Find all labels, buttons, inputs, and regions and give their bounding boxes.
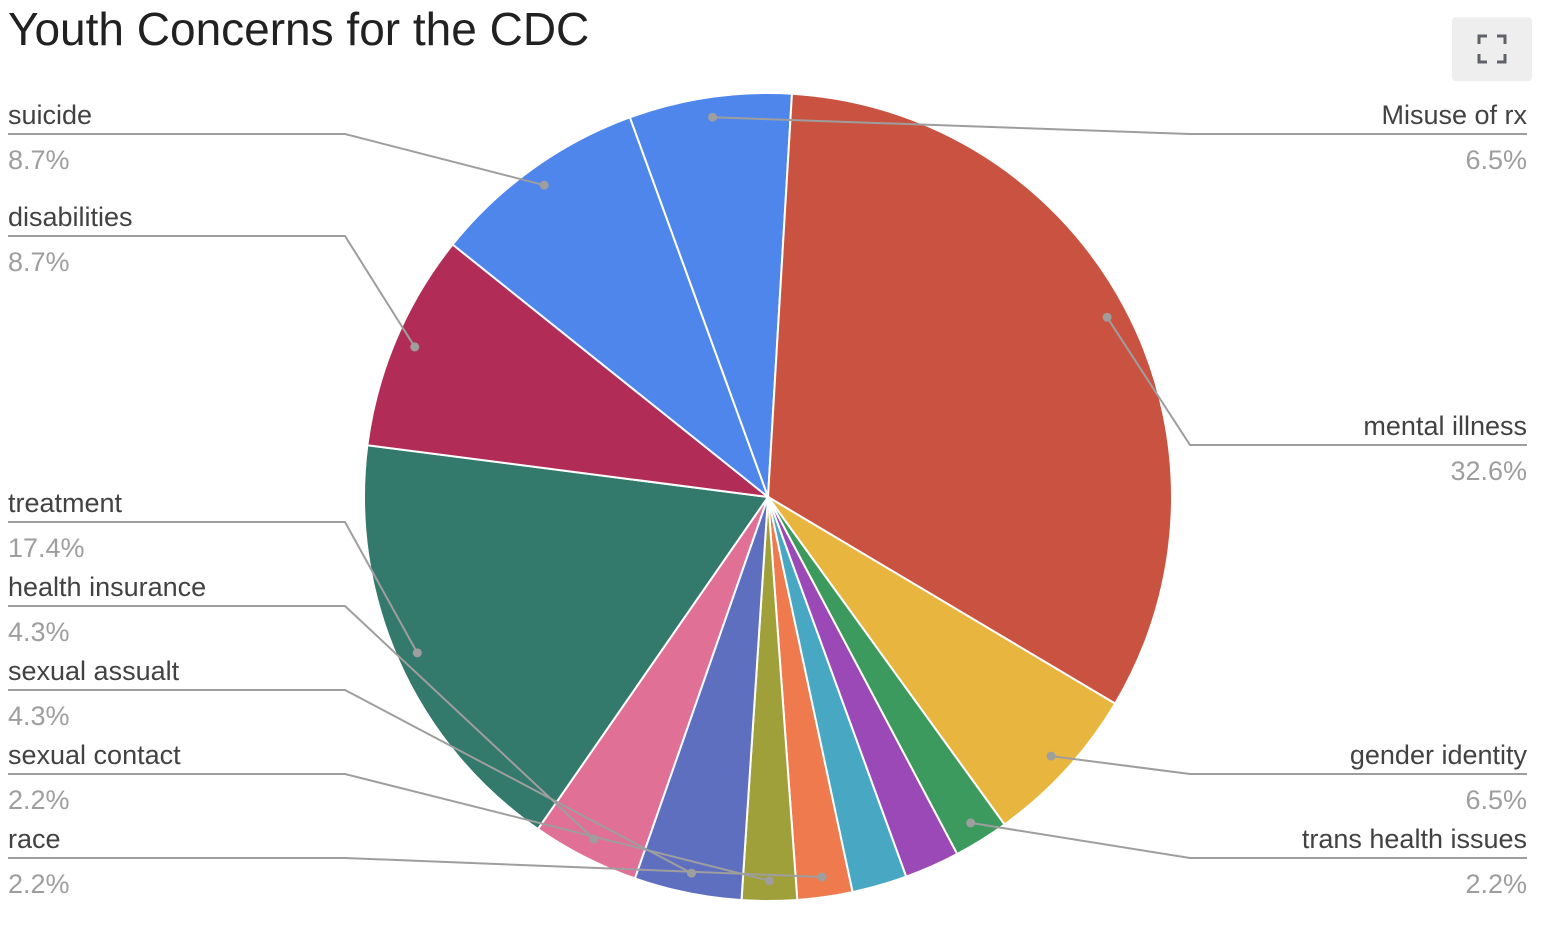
leader-dot [410,342,420,352]
leader-line [8,133,545,187]
leader-line [8,605,595,840]
slice-label-name: sexual assualt [8,656,180,686]
slice-label-percent: 2.2% [8,785,70,815]
pie-slice-treatment[interactable] [363,444,770,831]
leader-dot [966,818,976,828]
leader-line [8,773,770,882]
slice-labels: Misuse of rx 6.5% mental illness 32.6% gende… [8,100,1527,899]
pie-slices [363,92,1173,902]
pie-slice-misuse-of-rx[interactable] [628,92,794,498]
leader-dot [817,872,827,882]
leader-line [8,689,692,874]
pie-slice-suicide[interactable] [451,116,771,501]
leader-line [8,235,416,348]
slice-label-name: gender identity [1350,740,1528,770]
slice-label-percent: 8.7% [8,145,70,175]
pie-slice-gender-identity[interactable] [767,496,1117,826]
slice-label-percent: 2.2% [1465,869,1527,899]
slice-label-percent: 6.5% [1465,785,1527,815]
slice-label-name: race [8,824,61,854]
fullscreen-button[interactable] [1452,17,1532,81]
slice-label-name: treatment [8,488,123,518]
leader-line [712,116,1527,135]
leader-dot [589,834,599,844]
leader-line [8,857,823,878]
slice-label-percent: 6.5% [1465,145,1527,175]
slice-label-name: sexual contact [8,740,181,770]
leader-line [8,521,419,654]
slice-label-percent: 32.6% [1450,456,1527,486]
leader-line [1106,316,1527,446]
slice-label-percent: 17.4% [8,533,85,563]
slice-label-percent: 2.2% [8,869,70,899]
leader-dot [412,648,422,658]
leader-dot [686,868,696,878]
leader-dot [1046,751,1056,761]
slice-label-percent: 8.7% [8,247,70,277]
leader-lines [8,112,1527,886]
slice-label-name: suicide [8,100,92,130]
slice-label-name: Misuse of rx [1381,100,1527,130]
pie-slice-mental-illness[interactable] [766,92,1173,705]
leader-line [970,821,1527,859]
slice-label-name: trans health issues [1302,824,1527,854]
leader-line [1051,755,1527,775]
pie-slice-disabilities[interactable] [366,243,772,499]
chart-title: Youth Concerns for the CDC [8,3,590,55]
leader-dot [708,112,718,122]
slice-label-name: disabilities [8,202,133,232]
leader-dot [1102,312,1112,322]
slice-label-percent: 4.3% [8,617,70,647]
slice-label-percent: 4.3% [8,701,70,731]
slice-label-name: mental illness [1363,411,1527,441]
leader-dot [764,876,774,886]
slice-label-name: health insurance [8,572,206,602]
fullscreen-icon [1477,34,1507,64]
leader-dot [539,180,549,190]
